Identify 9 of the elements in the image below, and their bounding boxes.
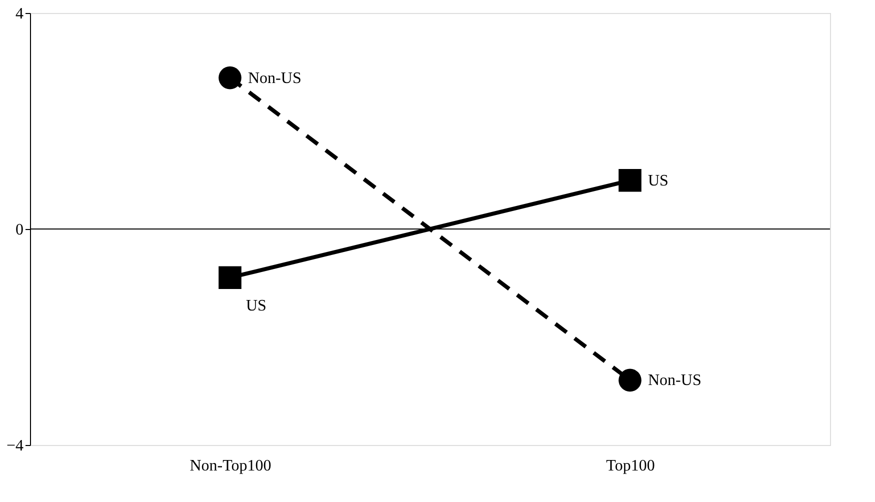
- series-label: Non-US: [248, 70, 302, 87]
- x-tick-label: Top100: [606, 458, 655, 474]
- y-tick-label: −4: [6, 438, 24, 454]
- text: US: [246, 298, 266, 315]
- series-label: US: [648, 172, 668, 190]
- y-tick-label: 0: [16, 222, 24, 238]
- x-tick-label: Non-Top100: [190, 458, 272, 474]
- y-tick-label: 4: [16, 6, 24, 22]
- text: Non-US: [648, 372, 702, 390]
